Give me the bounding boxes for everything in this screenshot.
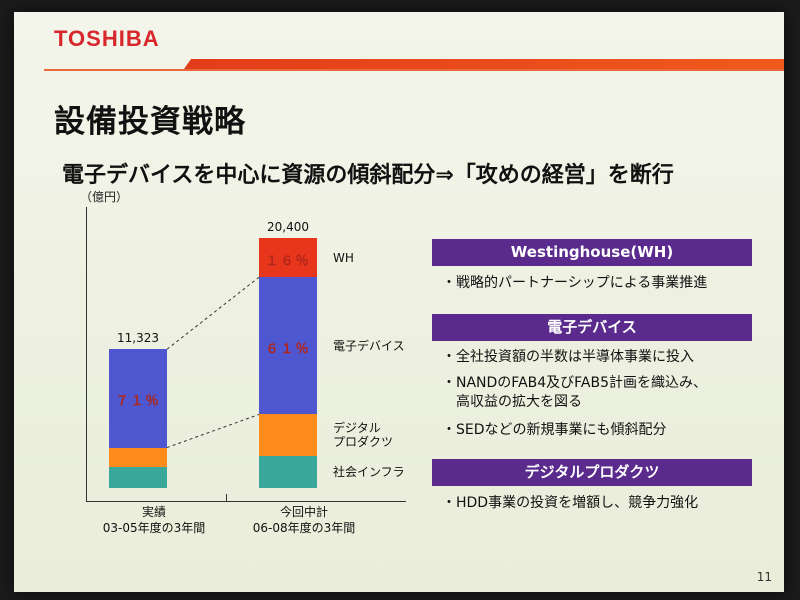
category-label-line2: 03-05年度の3年間	[102, 521, 206, 535]
panel-heading-westinghouse: Westinghouse(WH)	[432, 239, 752, 266]
slide: TOSHIBA 設備投資戦略 電子デバイスを中心に資源の傾斜配分⇒「攻めの経営」…	[14, 12, 784, 592]
bar-segment	[109, 447, 167, 468]
x-axis-tick	[226, 494, 227, 502]
connector-line-bottom	[166, 414, 260, 449]
panel-bullet: ・SEDなどの新規事業にも傾斜配分	[442, 422, 667, 438]
panel-bullet: ・全社投資額の半数は半導体事業に投入	[442, 349, 694, 365]
bar-percent-label: ６１％	[265, 341, 311, 357]
legend-label-electronic-devices: 電子デバイス	[333, 338, 405, 353]
panel-bullet: ・戦略的パートナーシップによる事業推進	[442, 275, 708, 291]
category-label-line2: 06-08年度の3年間	[252, 521, 356, 535]
bar-segment	[109, 349, 167, 448]
category-label-line1: 今回中計	[279, 505, 328, 519]
category-label: 実績 03-05年度の3年間	[74, 504, 234, 536]
toshiba-logo: TOSHIBA	[54, 26, 160, 51]
bar-segment	[259, 456, 317, 488]
connector-line-top	[166, 276, 260, 350]
bar-segment	[259, 414, 317, 457]
panel-heading-electronic-devices: 電子デバイス	[432, 314, 752, 341]
bar-segment	[259, 277, 317, 415]
page-number: 11	[756, 570, 772, 584]
bar-segment	[109, 467, 167, 488]
panel-heading-digital-products: デジタルプロダクツ	[432, 459, 752, 486]
bar-segment	[259, 238, 317, 278]
x-axis	[86, 501, 406, 502]
slide-title: 設備投資戦略	[54, 104, 246, 140]
connector-lines	[166, 276, 260, 449]
bar-percent-label: １６％	[265, 253, 311, 269]
legend-label-social-infrastructure: 社会インフラ	[333, 465, 405, 480]
y-axis	[86, 207, 87, 502]
category-label: 今回中計 06-08年度の3年間	[219, 504, 389, 536]
legend-label-line1: デジタル	[333, 421, 381, 436]
legend-label-line2: プロダクツ	[333, 435, 394, 450]
bar-total-label: 20,400	[267, 220, 309, 234]
slide-subtitle: 電子デバイスを中心に資源の傾斜配分⇒「攻めの経営」を断行	[62, 163, 674, 188]
category-label-line1: 実績	[141, 505, 166, 519]
panel-bullet: ・HDD事業の投資を増額し、競争力強化	[442, 495, 699, 511]
legend-label-digital-products: デジタル プロダクツ	[333, 421, 393, 449]
panel-bullet: 高収益の拡大を図る	[442, 394, 582, 410]
header-divider	[44, 69, 784, 71]
bar-total-label: 11,323	[117, 331, 159, 346]
bar-percent-label: ７１％	[115, 394, 161, 410]
y-axis-unit-label: （億円）	[80, 190, 129, 204]
panel-bullet: ・NANDのFAB4及びFAB5計画を織込み、	[442, 375, 708, 391]
legend-label-wh: WH	[333, 250, 354, 265]
